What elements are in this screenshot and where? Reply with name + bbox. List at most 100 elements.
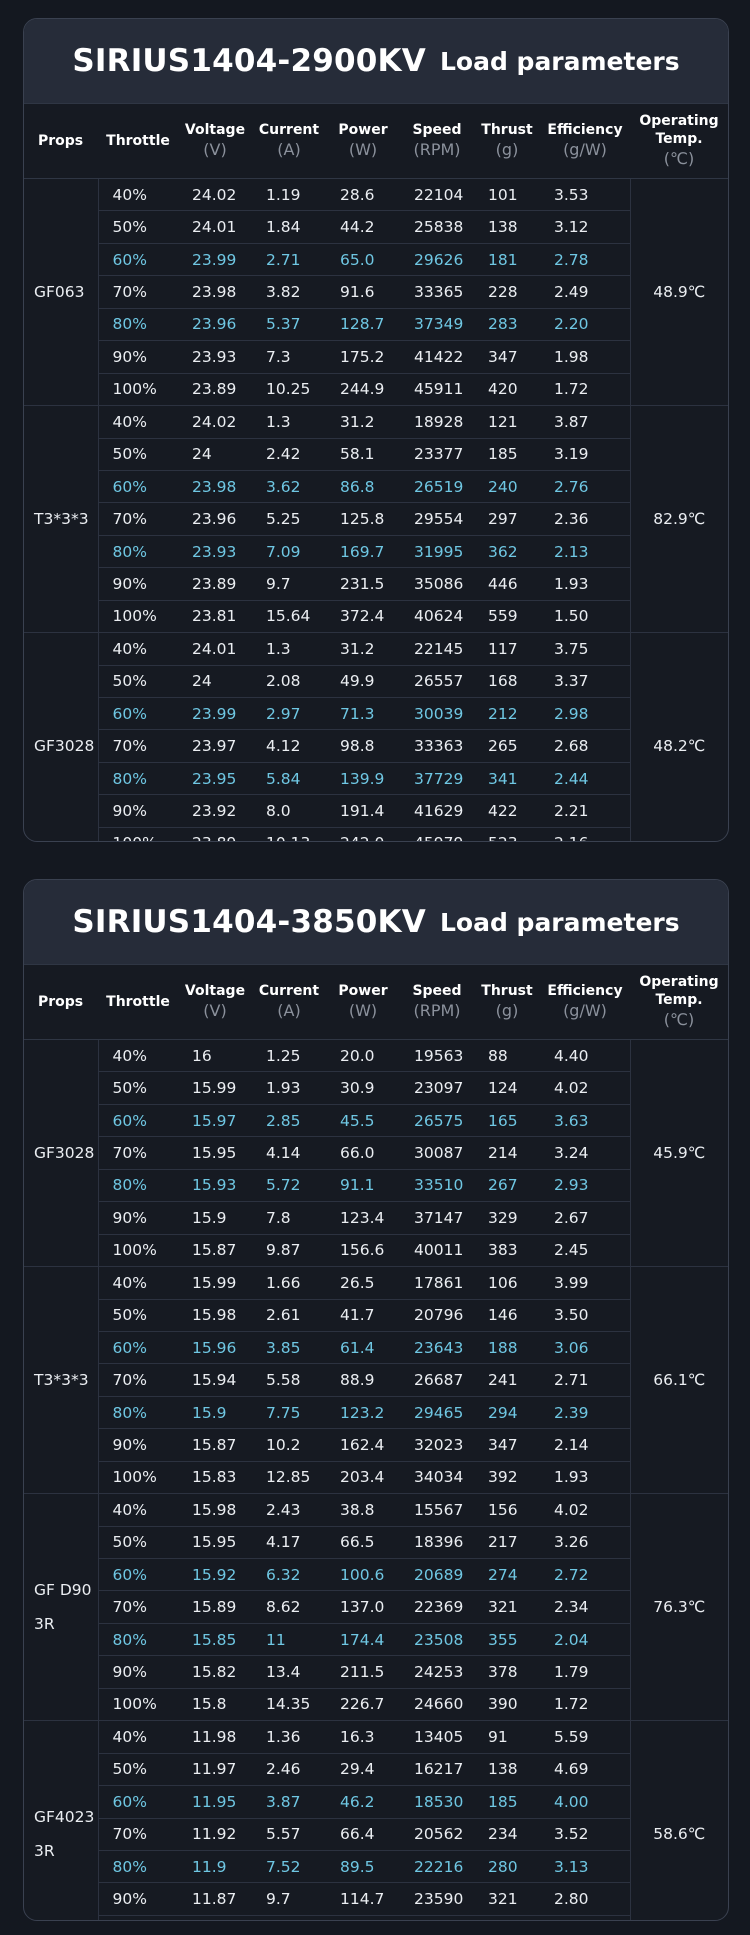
prop-name: GF D90 3R <box>24 1493 99 1722</box>
table-row: 60% 23.99 2.97 71.3 30039 212 2.98 <box>24 697 728 731</box>
operating-temp-cell: 48.9℃ <box>629 178 728 407</box>
prop-name-line: GF3028 <box>34 736 95 755</box>
power-cell: 61.4 <box>326 1331 400 1365</box>
throttle-cell: 100% <box>98 1461 178 1495</box>
prop-name-line: T3*3*3 <box>34 510 89 529</box>
current-cell: 1.3 <box>252 405 326 439</box>
header-voltage-label: Voltage <box>184 983 246 999</box>
header-temp-unit: (℃) <box>663 1010 695 1029</box>
header-current: Current (A) <box>252 965 326 1040</box>
speed-cell: 25838 <box>400 210 474 244</box>
throttle-cell: 40% <box>98 632 178 666</box>
speed-cell: 18396 <box>400 1526 474 1560</box>
speed-cell: 17861 <box>400 1266 474 1300</box>
efficiency-cell: 3.50 <box>540 1299 630 1332</box>
power-cell: 29.4 <box>326 1753 400 1787</box>
table-row: GF4023 3R 40% 11.98 1.36 16.3 13405 91 5.59 58.6℃ <box>24 1720 728 1920</box>
header-temp-unit: (℃) <box>663 149 695 168</box>
current-cell: 1.25 <box>252 1039 326 1073</box>
efficiency-cell: 2.16 <box>540 827 630 841</box>
throttle-cell: 40% <box>98 1039 178 1073</box>
speed-cell: 29465 <box>400 1396 474 1430</box>
power-cell: 45.5 <box>326 1104 400 1138</box>
throttle-cell: 70% <box>98 1136 178 1170</box>
efficiency-cell: 4.02 <box>540 1071 630 1105</box>
power-cell: 49.9 <box>326 665 400 699</box>
efficiency-cell: 1.79 <box>540 1655 630 1689</box>
speed-cell: 20796 <box>400 1299 474 1332</box>
current-cell: 4.17 <box>252 1526 326 1560</box>
thrust-cell: 378 <box>474 1655 540 1689</box>
table-row: 50% 15.95 4.17 66.5 18396 217 3.26 <box>24 1526 728 1560</box>
throttle-cell: 40% <box>98 1266 178 1300</box>
current-cell: 12.85 <box>252 1461 326 1495</box>
voltage-cell: 24.02 <box>178 178 252 212</box>
efficiency-cell: 2.80 <box>540 1882 630 1916</box>
power-cell: 162.4 <box>326 1428 400 1462</box>
speed-cell: 16217 <box>400 1753 474 1787</box>
throttle-cell: 50% <box>98 665 178 699</box>
voltage-cell: 15.87 <box>178 1428 252 1462</box>
throttle-cell: 90% <box>98 1882 178 1916</box>
table-row: 90% 11.87 9.7 114.7 23590 321 2.80 <box>24 1882 728 1916</box>
table-row: 60% 15.96 3.85 61.4 23643 188 3.06 <box>24 1331 728 1365</box>
voltage-cell: 15.94 <box>178 1363 252 1397</box>
throttle-cell: 90% <box>98 1201 178 1235</box>
throttle-cell: 90% <box>98 567 178 601</box>
voltage-cell: 11.9 <box>178 1850 252 1884</box>
power-cell: 46.2 <box>326 1785 400 1819</box>
power-cell: 20.0 <box>326 1039 400 1073</box>
table-row: 70% 23.97 4.12 98.8 33363 265 2.68 <box>24 729 728 763</box>
header-current: Current (A) <box>252 104 326 179</box>
throttle-cell: 80% <box>98 535 178 569</box>
power-cell: 16.3 <box>326 1720 400 1754</box>
speed-cell: 23377 <box>400 438 474 471</box>
header-temp: Operating Temp. (℃) <box>630 965 728 1040</box>
speed-cell: 26519 <box>400 470 474 504</box>
voltage-cell: 15.82 <box>178 1655 252 1689</box>
power-cell: 175.2 <box>326 340 400 374</box>
thrust-cell: 88 <box>474 1039 540 1073</box>
table-row: 80% 15.93 5.72 91.1 33510 267 2.93 <box>24 1169 728 1203</box>
efficiency-cell: 3.12 <box>540 210 630 244</box>
table-row: 100% 23.81 15.64 372.4 40624 559 1.50 <box>24 600 728 634</box>
thrust-cell: 420 <box>474 373 540 407</box>
power-cell: 66.4 <box>326 1818 400 1851</box>
header-speed: Speed (RPM) <box>400 965 474 1040</box>
table-row: 90% 15.82 13.4 211.5 24253 378 1.79 <box>24 1655 728 1689</box>
efficiency-cell: 3.53 <box>540 178 630 212</box>
speed-cell: 37729 <box>400 762 474 796</box>
thrust-cell: 283 <box>474 308 540 342</box>
header-current-label: Current <box>258 983 320 999</box>
speed-cell: 13405 <box>400 1720 474 1754</box>
efficiency-cell: 2.76 <box>540 470 630 504</box>
efficiency-cell: 5.59 <box>540 1720 630 1754</box>
throttle-cell: 100% <box>98 1915 178 1920</box>
header-throttle: Throttle <box>98 104 178 179</box>
efficiency-cell: 1.72 <box>540 373 630 407</box>
current-cell: 13.4 <box>252 1655 326 1689</box>
operating-temp-cell: 58.6℃ <box>629 1720 728 1920</box>
throttle-cell: 50% <box>98 1526 178 1560</box>
speed-cell: 41422 <box>400 340 474 374</box>
efficiency-cell: 4.00 <box>540 1785 630 1819</box>
operating-temp-cell: 66.1℃ <box>629 1266 728 1495</box>
current-cell: 11 <box>252 1623 326 1657</box>
thrust-cell: 321 <box>474 1882 540 1916</box>
table-row: 90% 23.89 9.7 231.5 35086 446 1.93 <box>24 567 728 601</box>
prop-name: GF3028 <box>24 1039 99 1268</box>
header-voltage-unit: (V) <box>203 140 227 159</box>
thrust-cell: 212 <box>474 697 540 731</box>
speed-cell: 31995 <box>400 535 474 569</box>
current-cell: 2.71 <box>252 243 326 277</box>
voltage-cell: 23.99 <box>178 243 252 277</box>
throttle-cell: 70% <box>98 1363 178 1397</box>
power-cell: 91.6 <box>326 275 400 309</box>
thrust-cell: 188 <box>474 1331 540 1365</box>
throttle-cell: 70% <box>98 275 178 309</box>
prop-name-line: 3R <box>34 1841 55 1860</box>
table-row: 60% 15.97 2.85 45.5 26575 165 3.63 <box>24 1104 728 1138</box>
thrust-cell: 297 <box>474 502 540 536</box>
power-cell: 30.9 <box>326 1071 400 1105</box>
